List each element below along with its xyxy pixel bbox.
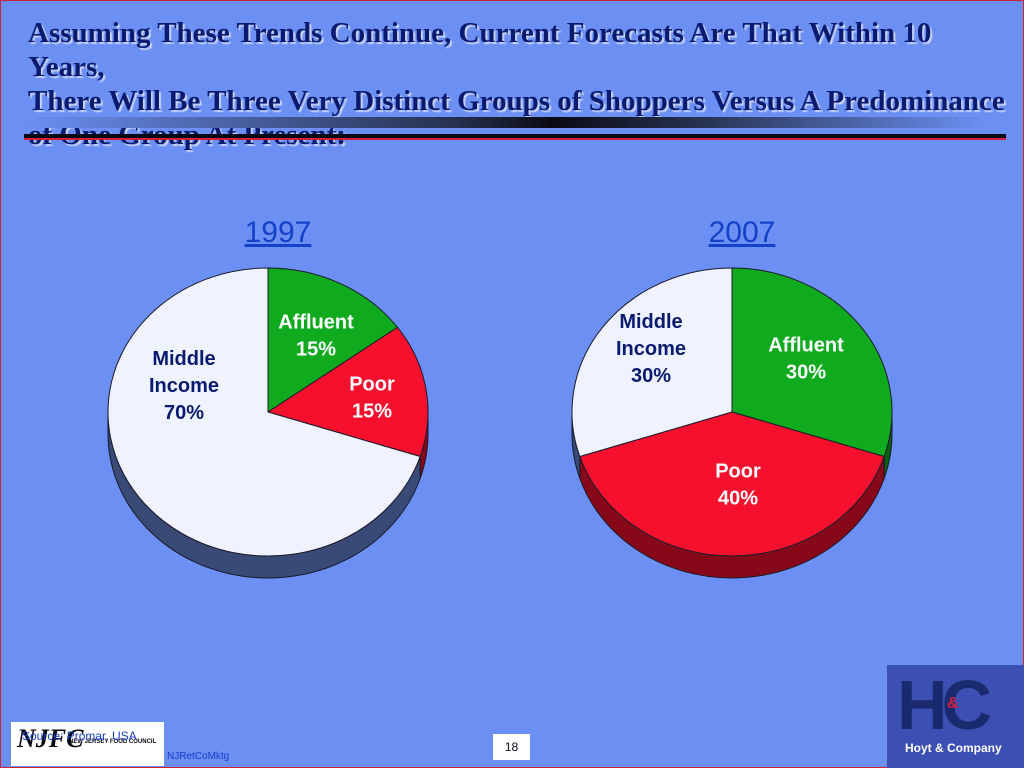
slice-label-poor: Poor 15% [349,374,395,423]
slice-name-poor: Poor [715,461,761,483]
hc-logo-mark: HC [897,666,992,744]
title-rule [24,134,1006,138]
slice-value-middle-income: 30% [631,365,671,387]
title-gradient-band [24,117,984,128]
slice-name-middle-income: Middle [152,348,215,370]
pie-chart-2007: 2007 Affluent 30% Poor 40% Middle Income 30% [571,216,893,579]
page-number: 18 [493,734,530,760]
slice-name-affluent: Affluent [768,335,844,357]
slice-name-middle-income: Income [149,375,219,397]
hc-logo-name: Hoyt & Company [905,741,1002,755]
pie-slice-affluent [731,267,893,458]
file-name: NJRetCoMktg [167,751,230,762]
pie-slice-middle-income [107,267,421,557]
slice-label-poor: Poor 40% [715,461,761,510]
slice-value-affluent: 30% [786,362,826,384]
slice-name-middle-income: Middle [619,311,682,333]
slice-name-affluent: Affluent [278,312,354,334]
title-line-2: There Will Be Three Very Distinct Groups… [28,85,1005,117]
slice-value-poor: 15% [352,401,392,423]
slice-name-middle-income: Income [616,338,686,360]
pie-slice-poor [579,411,885,557]
slice-label-affluent: Affluent 15% [278,312,354,361]
pie-slice-poor [266,326,429,458]
pie-chart-1997: 1997 Affluent 15% Poor 15% Middle Income 70% [107,216,429,579]
pie-slice-affluent [267,267,399,413]
title-line-1: Assuming These Trends Continue, Current … [28,17,932,83]
source-note: Source: Promar, USA [22,729,137,743]
slice-value-middle-income: 70% [164,402,204,424]
slice-value-poor: 40% [718,488,758,510]
njfc-logo-subtitle: NEW JERSEY FOOD COUNCIL [69,739,157,745]
njfc-logo: NJFC NEW JERSEY FOOD COUNCIL [11,722,164,766]
slice-name-poor: Poor [349,374,395,396]
slice-label-affluent: Affluent 30% [768,335,844,384]
pie-slice-middle-income [571,267,733,458]
chart-title-2007: 2007 [709,216,776,249]
slice-label-middle-income: Middle Income 30% [616,311,686,387]
hoyt-company-logo: HC & Hoyt & Company [887,665,1024,768]
slice-value-affluent: 15% [296,339,336,361]
title-rule-accent [24,138,1006,140]
chart-title-1997: 1997 [245,216,312,249]
njfc-logo-mark: NJFC [17,724,84,753]
slice-label-middle-income: Middle Income 70% [149,348,219,424]
hc-logo-ampersand: & [947,695,959,712]
